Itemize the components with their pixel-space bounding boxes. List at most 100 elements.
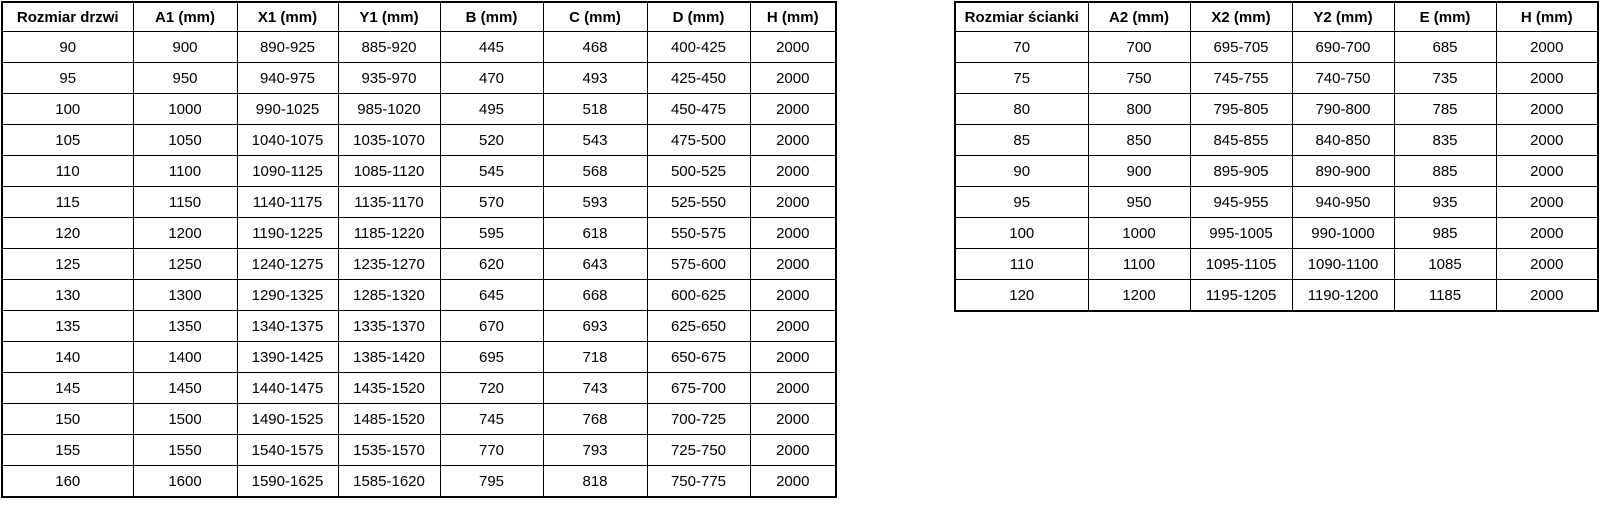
table-cell: 1150 bbox=[132, 186, 238, 218]
table-cell: 2000 bbox=[749, 279, 837, 311]
table-cell: 520 bbox=[439, 124, 544, 156]
table-cell: 100 bbox=[954, 217, 1089, 249]
table-cell: 1490-1525 bbox=[236, 403, 339, 435]
table-cell: 1195-1205 bbox=[1189, 279, 1293, 312]
table-cell: 745-755 bbox=[1189, 62, 1293, 94]
table-cell: 985-1020 bbox=[337, 93, 441, 125]
table-cell: 120 bbox=[954, 279, 1089, 312]
table-row: 105 1050 1040-1075 1035-1070 520 543 475-500 20… bbox=[1, 124, 837, 156]
table-cell: 1300 bbox=[132, 279, 238, 311]
table-cell: 1385-1420 bbox=[337, 341, 441, 373]
column-header: Rozmiar ścianki bbox=[954, 1, 1089, 32]
table-cell: 2000 bbox=[1495, 186, 1599, 218]
table-row: 85 850 845-855 840-850 835 2000 bbox=[954, 124, 1599, 156]
column-header: X1 (mm) bbox=[236, 1, 339, 32]
column-header: H (mm) bbox=[749, 1, 837, 32]
table-cell: 1100 bbox=[132, 155, 238, 187]
header-row: Rozmiar drzwi A1 (mm) X1 (mm) Y1 (mm) B (mm)… bbox=[1, 1, 837, 32]
table-cell: 1440-1475 bbox=[236, 372, 339, 404]
table-cell: 940-950 bbox=[1291, 186, 1395, 218]
table-cell: 100 bbox=[1, 93, 134, 125]
table-cell: 1050 bbox=[132, 124, 238, 156]
column-header: H (mm) bbox=[1495, 1, 1599, 32]
table-cell: 818 bbox=[542, 465, 648, 498]
table-row: 145 1450 1440-1475 1435-1520 720 743 675-700 20… bbox=[1, 372, 837, 404]
table-cell: 835 bbox=[1393, 124, 1497, 156]
table-cell: 2000 bbox=[749, 434, 837, 466]
table-cell: 125 bbox=[1, 248, 134, 280]
table-cell: 750 bbox=[1087, 62, 1191, 94]
table-cell: 600-625 bbox=[646, 279, 751, 311]
table-cell: 1140-1175 bbox=[236, 186, 339, 218]
table-row: 90 900 890-925 885-920 445 468 400-425 2000 bbox=[1, 31, 837, 63]
table-cell: 935 bbox=[1393, 186, 1497, 218]
table-cell: 745 bbox=[439, 403, 544, 435]
table-cell: 2000 bbox=[749, 403, 837, 435]
table-cell: 1485-1520 bbox=[337, 403, 441, 435]
table-cell: 885-920 bbox=[337, 31, 441, 63]
column-header: E (mm) bbox=[1393, 1, 1497, 32]
table-cell: 110 bbox=[1, 155, 134, 187]
column-header: X2 (mm) bbox=[1189, 1, 1293, 32]
table-row: 120 1200 1190-1225 1185-1220 595 618 550-575 20… bbox=[1, 217, 837, 249]
table-cell: 90 bbox=[954, 155, 1089, 187]
table-cell: 1090-1125 bbox=[236, 155, 339, 187]
table-cell: 795 bbox=[439, 465, 544, 498]
table-row: 80 800 795-805 790-800 785 2000 bbox=[954, 93, 1599, 125]
column-header: B (mm) bbox=[439, 1, 544, 32]
table-cell: 693 bbox=[542, 310, 648, 342]
table-cell: 1095-1105 bbox=[1189, 248, 1293, 280]
side-panel-size-table: Rozmiar ścianki A2 (mm) X2 (mm) Y2 (mm) E (m… bbox=[954, 1, 1599, 312]
table-cell: 2000 bbox=[1495, 124, 1599, 156]
table-cell: 2000 bbox=[749, 465, 837, 498]
table-cell: 643 bbox=[542, 248, 648, 280]
table-cell: 790-800 bbox=[1291, 93, 1395, 125]
table-cell: 885 bbox=[1393, 155, 1497, 187]
table-cell: 595 bbox=[439, 217, 544, 249]
table-cell: 1290-1325 bbox=[236, 279, 339, 311]
table-cell: 1535-1570 bbox=[337, 434, 441, 466]
table-cell: 1435-1520 bbox=[337, 372, 441, 404]
table-cell: 675-700 bbox=[646, 372, 751, 404]
table-cell: 115 bbox=[1, 186, 134, 218]
table-row: 75 750 745-755 740-750 735 2000 bbox=[954, 62, 1599, 94]
table-row: 115 1150 1140-1175 1135-1170 570 593 525-550 20… bbox=[1, 186, 837, 218]
table-cell: 1190-1225 bbox=[236, 217, 339, 249]
table-cell: 470 bbox=[439, 62, 544, 94]
table-cell: 2000 bbox=[1495, 248, 1599, 280]
column-header: C (mm) bbox=[542, 1, 648, 32]
table-cell: 2000 bbox=[749, 62, 837, 94]
table-cell: 718 bbox=[542, 341, 648, 373]
table-cell: 2000 bbox=[749, 155, 837, 187]
table-cell: 80 bbox=[954, 93, 1089, 125]
table-cell: 1500 bbox=[132, 403, 238, 435]
table-cell: 2000 bbox=[1495, 279, 1599, 312]
table-cell: 1600 bbox=[132, 465, 238, 498]
table-cell: 670 bbox=[439, 310, 544, 342]
table-cell: 543 bbox=[542, 124, 648, 156]
table-cell: 890-925 bbox=[236, 31, 339, 63]
table-cell: 668 bbox=[542, 279, 648, 311]
table-cell: 135 bbox=[1, 310, 134, 342]
column-header: A2 (mm) bbox=[1087, 1, 1191, 32]
table-cell: 2000 bbox=[749, 31, 837, 63]
table-cell: 1200 bbox=[132, 217, 238, 249]
table-cell: 690-700 bbox=[1291, 31, 1395, 63]
table-cell: 518 bbox=[542, 93, 648, 125]
table-cell: 1285-1320 bbox=[337, 279, 441, 311]
table-cell: 1235-1270 bbox=[337, 248, 441, 280]
table-cell: 145 bbox=[1, 372, 134, 404]
table-row: 95 950 945-955 940-950 935 2000 bbox=[954, 186, 1599, 218]
table-cell: 525-550 bbox=[646, 186, 751, 218]
table-cell: 740-750 bbox=[1291, 62, 1395, 94]
table-row: 110 1100 1090-1125 1085-1120 545 568 500-525 20… bbox=[1, 155, 837, 187]
table-cell: 155 bbox=[1, 434, 134, 466]
column-header: A1 (mm) bbox=[132, 1, 238, 32]
table-row: 160 1600 1590-1625 1585-1620 795 818 750-775 20… bbox=[1, 465, 837, 498]
table-cell: 2000 bbox=[749, 186, 837, 218]
table-row: 100 1000 995-1005 990-1000 985 2000 bbox=[954, 217, 1599, 249]
table-cell: 1000 bbox=[1087, 217, 1191, 249]
table-row: 100 1000 990-1025 985-1020 495 518 450-475 2000 bbox=[1, 93, 837, 125]
table-cell: 95 bbox=[954, 186, 1089, 218]
